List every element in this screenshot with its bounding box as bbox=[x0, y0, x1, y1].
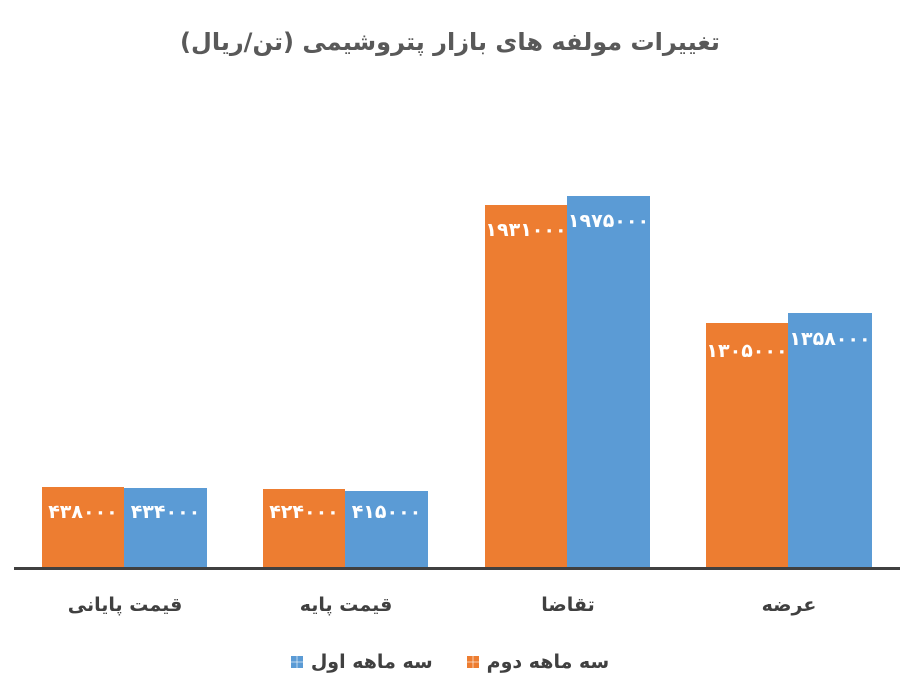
bar-base-price-q1: ۴۱۵۰۰۰ bbox=[345, 491, 428, 568]
x-axis-line bbox=[14, 567, 900, 570]
bar-demand-q2: ۱۹۳۱۰۰۰ bbox=[485, 205, 567, 568]
category-label-demand: تقاضا bbox=[541, 594, 595, 616]
legend: سه ماهه دوم سه ماهه اول bbox=[0, 651, 900, 673]
bar-supply-q2: ۱۳۰۵۰۰۰ bbox=[706, 323, 788, 568]
data-label: ۴۱۵۰۰۰ bbox=[351, 501, 422, 523]
data-label: ۴۳۸۰۰۰ bbox=[48, 501, 118, 523]
data-label: ۱۳۰۵۰۰۰ bbox=[706, 340, 788, 362]
bar-final-price-q2: ۴۳۸۰۰۰ bbox=[42, 487, 124, 568]
category-label-base-price: قیمت پایه bbox=[299, 594, 393, 616]
data-label: ۴۲۴۰۰۰ bbox=[269, 501, 339, 523]
bar-supply-q1: ۱۳۵۸۰۰۰ bbox=[788, 313, 872, 568]
blue-square-icon bbox=[290, 656, 303, 668]
legend-item-q1: سه ماهه اول bbox=[290, 651, 433, 673]
legend-item-q2: سه ماهه دوم bbox=[466, 651, 610, 673]
data-label: ۱۹۷۵۰۰۰ bbox=[567, 210, 650, 232]
data-label: ۱۹۳۱۰۰۰ bbox=[485, 219, 567, 241]
legend-label-q1: سه ماهه اول bbox=[310, 651, 433, 673]
data-label: ۱۳۵۸۰۰۰ bbox=[789, 328, 871, 350]
bar-demand-q1: ۱۹۷۵۰۰۰ bbox=[567, 196, 650, 568]
bar-base-price-q2: ۴۲۴۰۰۰ bbox=[263, 489, 345, 568]
legend-label-q2: سه ماهه دوم bbox=[486, 651, 610, 673]
category-label-final-price: قیمت پایانی bbox=[67, 594, 183, 616]
data-label: ۴۳۴۰۰۰ bbox=[130, 501, 201, 523]
bar-final-price-q1: ۴۳۴۰۰۰ bbox=[124, 488, 207, 568]
category-label-supply: عرضه bbox=[761, 594, 817, 616]
chart-title: تغییرات مولفه های بازار پتروشیمی (تن/ریا… bbox=[180, 28, 720, 56]
orange-square-icon bbox=[466, 656, 479, 668]
